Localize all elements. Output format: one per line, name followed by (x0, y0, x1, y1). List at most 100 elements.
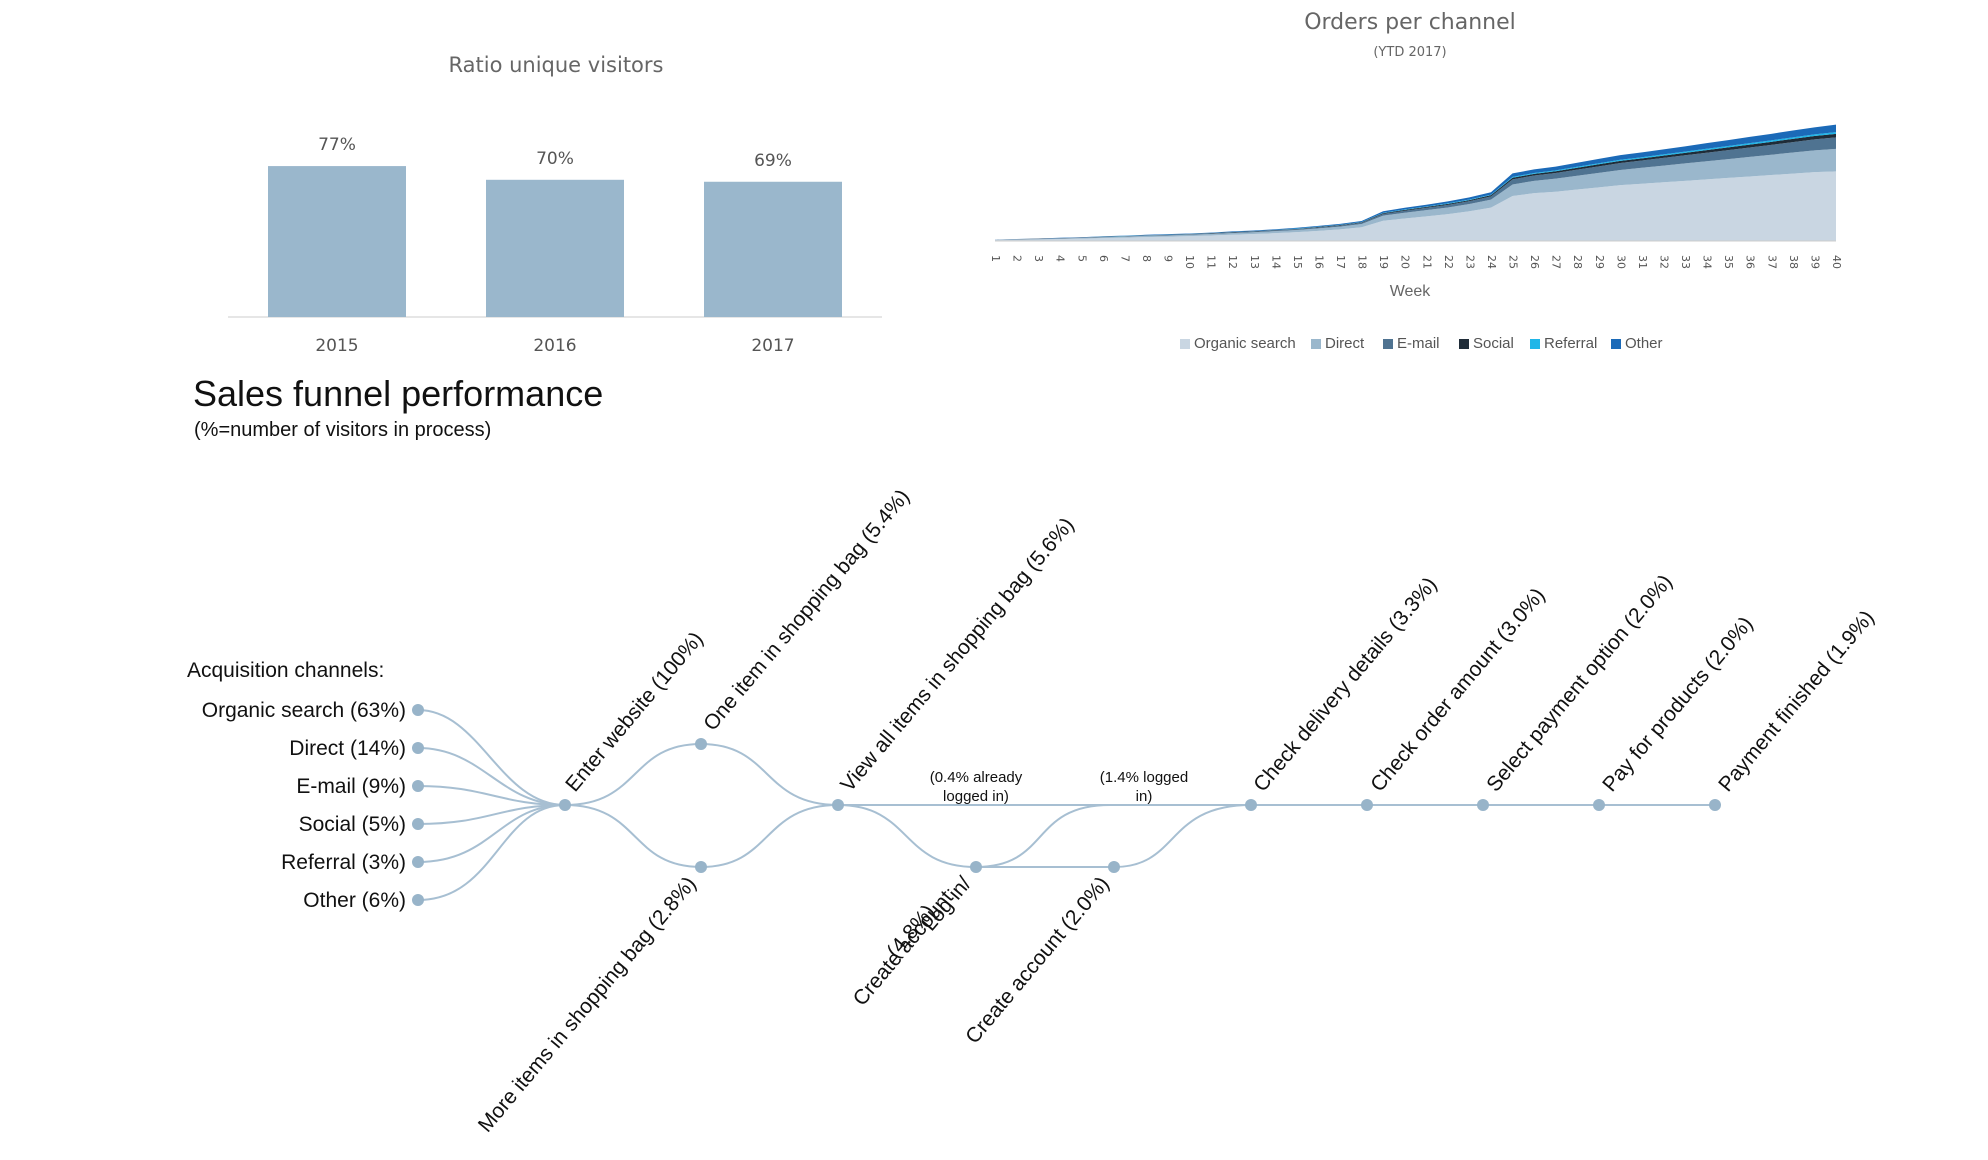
funnel-node-amount (1361, 799, 1373, 811)
legend-swatch (1530, 339, 1540, 349)
funnel-nodes (412, 704, 1721, 906)
bar-value-label: 69% (754, 151, 792, 171)
area-series-social (995, 133, 1836, 240)
channel-node (412, 742, 424, 754)
area-chart-tick-label: 8 (1140, 255, 1153, 262)
connector-login-in (837, 804, 977, 868)
funnel-node-delivery (1245, 799, 1257, 811)
area-chart-tick-label: 17 (1334, 255, 1347, 269)
area-series-organic-search (995, 171, 1836, 241)
funnel-node-pay (1593, 799, 1605, 811)
area-chart-tick-label: 1 (989, 255, 1002, 262)
legend-label: Direct (1325, 335, 1365, 352)
area-chart-tick-label: 9 (1162, 255, 1175, 262)
area-chart-tick-label: 35 (1722, 255, 1735, 269)
area-chart-tick-label: 6 (1097, 255, 1110, 262)
funnel-node-more-items (695, 861, 707, 873)
funnel-node-payment-option (1477, 799, 1489, 811)
channel-node (412, 780, 424, 792)
area-chart-legend: Organic search Direct E-mail Social Referral… (1180, 335, 1663, 352)
funnel-note-line: in) (1136, 788, 1153, 805)
legend-swatch (1611, 339, 1621, 349)
area-chart-tick-label: 10 (1183, 255, 1196, 269)
legend-label: Social (1473, 335, 1514, 352)
channel-label: Other (6%) (303, 889, 406, 912)
area-chart-tick-label: 7 (1118, 255, 1131, 262)
area-chart-tick-label: 32 (1657, 255, 1670, 269)
area-chart-tick-label: 2 (1011, 255, 1024, 262)
area-chart-tick-label: 34 (1701, 255, 1714, 269)
channel-connector (417, 785, 566, 806)
area-chart-tick-label: 33 (1679, 255, 1692, 269)
area-chart-tick-label: 19 (1377, 255, 1390, 269)
channel-label: Direct (14%) (289, 737, 406, 760)
funnel-node-enter (559, 799, 571, 811)
connector-login-out (975, 804, 1111, 868)
area-chart-tick-label: 15 (1291, 255, 1304, 269)
area-chart-plot: 1 2 3 4 5 6 7 8 9 10 11 12 13 14 15 16 17 18 19 20 21 22 23 24 2… (989, 124, 1843, 269)
area-chart-tick-label: 13 (1248, 255, 1261, 269)
bar-chart-plot: 77% 2015 70% 2016 69% 2017 (228, 135, 882, 356)
funnel-step-label: Check delivery details (3.3%) (1249, 573, 1441, 796)
funnel-subtitle: (%=number of visitors in process) (194, 419, 491, 441)
funnel-step-label: Enter website (100%) (561, 628, 708, 797)
area-chart-tick-label: 24 (1485, 255, 1498, 269)
area-chart-tick-label: 29 (1593, 255, 1606, 269)
funnel-labels: Organic search (63%) Direct (14%) E-mail (… (202, 485, 1879, 1136)
bar-value-label: 77% (318, 135, 356, 155)
bar-category-label: 2017 (751, 336, 794, 356)
area-chart-tick-label: 16 (1312, 255, 1325, 269)
funnel-step-label: View all items in shopping bag (5.6%) (836, 513, 1078, 796)
funnel-step-label: Create account (2.0%) (961, 872, 1114, 1048)
area-chart-tick-label: 38 (1787, 255, 1800, 269)
channel-node (412, 894, 424, 906)
area-chart-tick-label: 5 (1075, 255, 1088, 262)
channel-connector (417, 804, 566, 901)
channel-label: Referral (3%) (281, 851, 406, 874)
funnel-connectors (417, 709, 1715, 901)
bar-2015 (268, 166, 406, 317)
area-chart-tick-label: 20 (1399, 255, 1412, 269)
area-chart-tick-label: 4 (1054, 255, 1067, 262)
bar-2016 (486, 179, 624, 317)
funnel-node-view-all (832, 799, 844, 811)
legend-swatch (1459, 339, 1469, 349)
channels-heading: Acquisition channels: (187, 659, 384, 682)
area-chart-tick-label: 40 (1830, 255, 1843, 269)
bar-2017 (704, 181, 842, 317)
area-chart-tick-label: 23 (1463, 255, 1476, 269)
legend-swatch (1180, 339, 1190, 349)
area-chart-tick-label: 31 (1636, 255, 1649, 269)
funnel-note-line: (1.4% logged (1100, 769, 1188, 786)
area-chart-tick-label: 3 (1032, 255, 1045, 262)
channel-connector (417, 804, 566, 863)
area-chart-tick-label: 28 (1571, 255, 1584, 269)
connector-create-account (976, 804, 1252, 868)
bar-category-label: 2016 (533, 336, 576, 356)
channel-node (412, 704, 424, 716)
area-chart-tick-label: 37 (1765, 255, 1778, 269)
area-chart-tick-label: 25 (1507, 255, 1520, 269)
area-chart-tick-label: 26 (1528, 255, 1541, 269)
connector-more-items (564, 804, 839, 869)
channel-label: E-mail (9%) (296, 775, 406, 798)
funnel-node-login (970, 861, 982, 873)
funnel-note-line: (0.4% already (930, 769, 1023, 786)
channel-label: Social (5%) (299, 813, 406, 836)
area-series-direct (995, 148, 1836, 241)
bar-value-label: 70% (536, 149, 574, 169)
funnel-node-one-item (695, 738, 707, 750)
legend-swatch (1311, 339, 1321, 349)
area-chart-tick-label: 22 (1442, 255, 1455, 269)
legend-label: Organic search (1194, 335, 1296, 352)
channel-label: Organic search (63%) (202, 699, 406, 722)
funnel-step-label: More items in shopping bag (2.8%) (474, 872, 701, 1136)
area-chart-tick-label: 12 (1226, 255, 1239, 269)
channel-node (412, 856, 424, 868)
channel-connector (417, 804, 566, 825)
area-chart-xlabel: Week (1390, 283, 1432, 300)
area-chart-tick-label: 14 (1269, 255, 1282, 269)
